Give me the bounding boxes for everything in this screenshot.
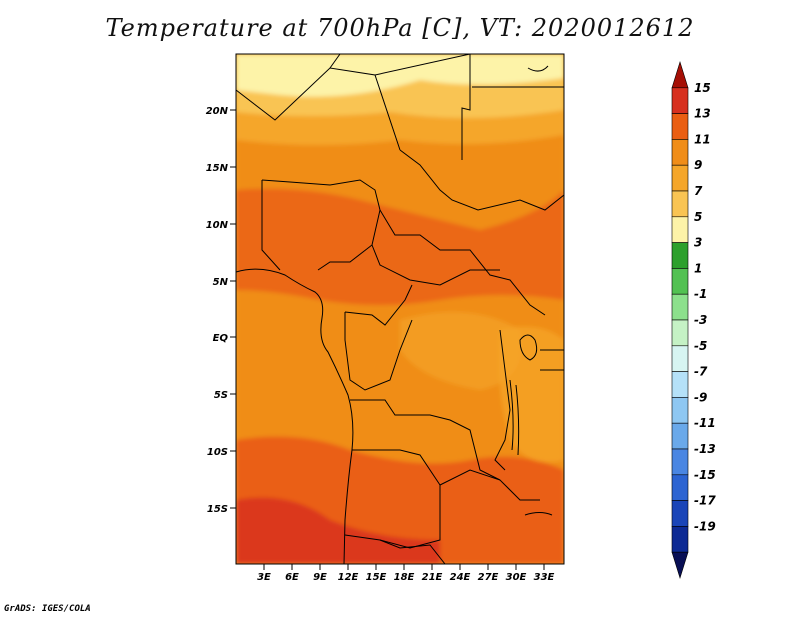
country-borders <box>236 54 564 564</box>
lon-label-30e: 30E <box>506 572 527 583</box>
colorbar-label: 3 <box>694 236 702 250</box>
colorbar-swatch <box>671 190 689 218</box>
lon-label-33e: 33E <box>534 572 555 583</box>
colorbar-label: -7 <box>694 365 708 379</box>
lon-label-6e: 6E <box>285 572 299 583</box>
lat-label-15s: 15S <box>207 504 228 515</box>
colorbar-label: 13 <box>694 107 711 121</box>
colorbar-label: -19 <box>694 519 716 533</box>
lat-label-eq: EQ <box>213 333 229 344</box>
colorbar-label: 11 <box>694 132 711 146</box>
lon-label-15e: 15E <box>366 572 387 583</box>
colorbar-label: 1 <box>694 261 702 275</box>
colorbar-swatch <box>671 164 689 192</box>
lon-label-12e: 12E <box>338 572 359 583</box>
map-frame <box>235 53 565 565</box>
colorbar-swatch <box>671 216 689 243</box>
colorbar-label: -3 <box>694 313 707 327</box>
colorbar-bottom-triangle <box>671 551 689 580</box>
colorbar-label: -9 <box>694 390 707 404</box>
colorbar-swatch <box>671 448 689 476</box>
grads-credit: GrADS: IGES/COLA <box>4 604 91 614</box>
longitude-axis: 3E 6E 9E 12E 15E 18E 21E 24E 27E 30E 33E <box>257 564 555 583</box>
lat-label-5n: 5N <box>213 277 229 288</box>
colorbar-swatch <box>671 268 689 295</box>
colorbar-label: 9 <box>694 158 702 172</box>
lon-label-24e: 24E <box>450 572 471 583</box>
colorbar-swatch <box>671 87 689 114</box>
lon-label-21e: 21E <box>422 572 443 583</box>
colorbar-label: 5 <box>694 210 702 224</box>
colorbar-swatch <box>671 500 689 527</box>
colorbar-swatch <box>671 113 689 140</box>
colorbar-label: -15 <box>694 468 716 482</box>
latitude-axis: 20N 15N 10N 5N EQ 5S 10S 15S <box>206 106 236 515</box>
colorbar-label: -17 <box>694 494 716 508</box>
colorbar-swatch <box>671 139 689 166</box>
lat-label-5s: 5S <box>214 390 228 401</box>
lon-label-27e: 27E <box>478 572 499 583</box>
colorbar-label: 7 <box>694 184 703 198</box>
colorbar-label: -5 <box>694 339 707 353</box>
colorbar: 15 13 11 9 7 5 3 1 -1 -3 -5 -7 -9 -11 -13 -15 -17 -19 <box>671 60 716 580</box>
colorbar-swatch <box>671 319 689 347</box>
lat-label-20n: 20N <box>206 106 229 117</box>
lat-label-15n: 15N <box>206 163 229 174</box>
colorbar-label: 15 <box>694 81 711 95</box>
lat-label-10s: 10S <box>207 447 228 458</box>
colorbar-swatch <box>671 422 689 450</box>
colorbar-label: -11 <box>694 416 716 430</box>
colorbar-swatch <box>671 397 689 424</box>
chart-title: Temperature at 700hPa [C], VT: 202001261… <box>105 14 695 42</box>
lon-label-3e: 3E <box>257 572 271 583</box>
lon-label-9e: 9E <box>313 572 327 583</box>
colorbar-swatch <box>671 371 689 398</box>
temperature-field <box>236 54 564 564</box>
colorbar-label: -13 <box>694 442 716 456</box>
colorbar-swatch <box>671 474 689 501</box>
colorbar-swatch <box>671 345 689 372</box>
lat-label-10n: 10N <box>206 220 229 231</box>
colorbar-top-triangle <box>671 60 689 89</box>
colorbar-swatch <box>671 293 689 321</box>
lon-label-18e: 18E <box>394 572 415 583</box>
colorbar-label: -1 <box>694 287 707 301</box>
colorbar-swatch <box>671 242 689 269</box>
colorbar-swatch <box>671 526 689 553</box>
